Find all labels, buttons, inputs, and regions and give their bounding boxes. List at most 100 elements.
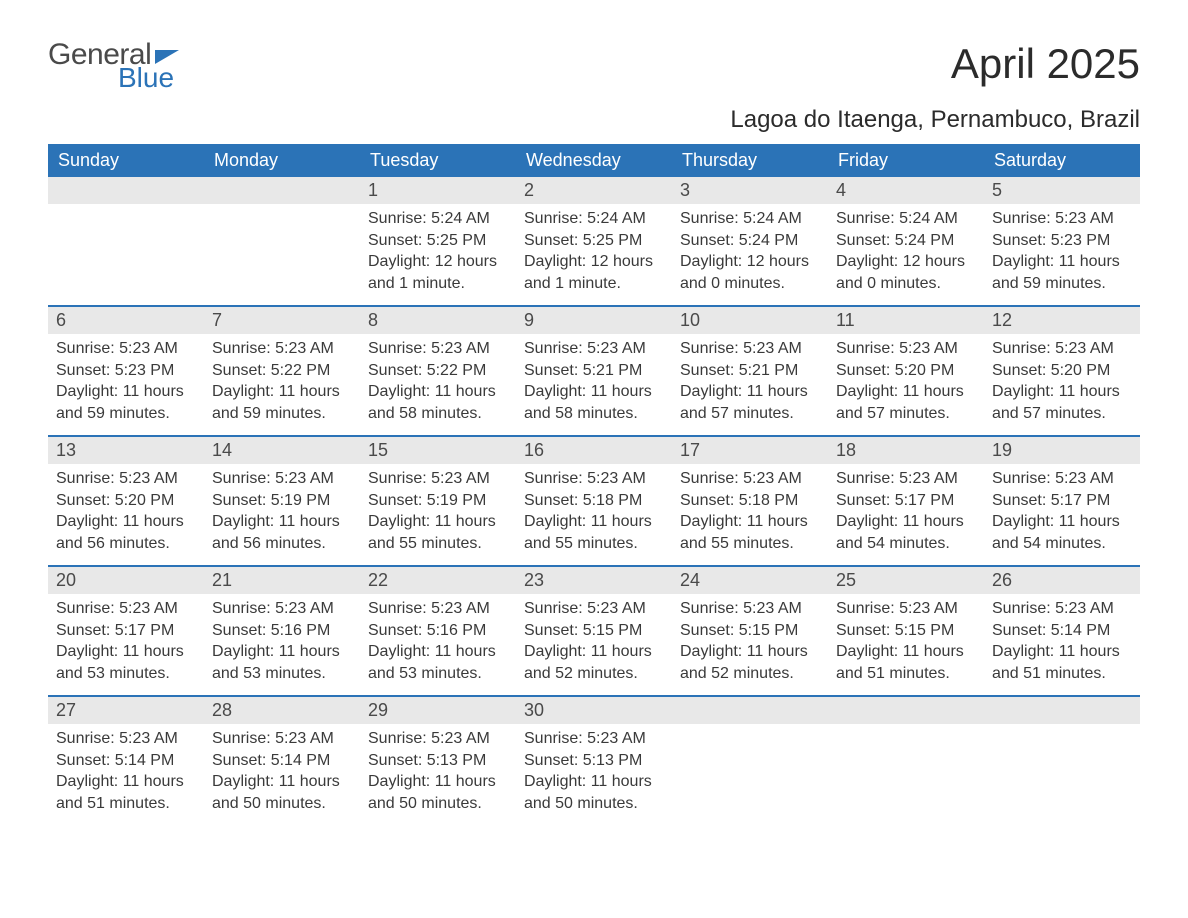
calendar-day-cell: 4Sunrise: 5:24 AMSunset: 5:24 PMDaylight… — [828, 177, 984, 305]
weekday-header: Saturday — [984, 144, 1140, 177]
calendar-week-row: 20Sunrise: 5:23 AMSunset: 5:17 PMDayligh… — [48, 567, 1140, 695]
sunrise-label: Sunrise: — [836, 340, 899, 357]
day-details: Sunrise: 5:23 AMSunset: 5:14 PMDaylight:… — [984, 594, 1140, 694]
day-details: Sunrise: 5:23 AMSunset: 5:17 PMDaylight:… — [48, 594, 204, 694]
sunrise-line: Sunrise: 5:23 AM — [212, 728, 352, 750]
daylight-line: Daylight: 11 hours and 59 minutes. — [56, 381, 196, 424]
sunrise-label: Sunrise: — [680, 210, 743, 227]
daylight-label: Daylight: — [524, 513, 591, 530]
sunset-label: Sunset: — [56, 622, 115, 639]
sunrise-label: Sunrise: — [680, 340, 743, 357]
sunset-line: Sunset: 5:22 PM — [368, 360, 508, 382]
daylight-line: Daylight: 11 hours and 56 minutes. — [212, 511, 352, 554]
day-number: 13 — [48, 437, 204, 464]
sunset-label: Sunset: — [836, 232, 895, 249]
calendar-day-cell — [204, 177, 360, 305]
sunrise-label: Sunrise: — [992, 600, 1055, 617]
sunset-line: Sunset: 5:21 PM — [680, 360, 820, 382]
day-details: Sunrise: 5:23 AMSunset: 5:15 PMDaylight:… — [828, 594, 984, 694]
daylight-line: Daylight: 11 hours and 57 minutes. — [992, 381, 1132, 424]
weekday-header: Monday — [204, 144, 360, 177]
sunset-line: Sunset: 5:18 PM — [680, 490, 820, 512]
sunset-value: 5:13 PM — [583, 752, 643, 769]
day-number: 15 — [360, 437, 516, 464]
day-details: Sunrise: 5:23 AMSunset: 5:22 PMDaylight:… — [360, 334, 516, 434]
sunset-label: Sunset: — [524, 492, 583, 509]
sunrise-line: Sunrise: 5:23 AM — [212, 598, 352, 620]
sunrise-value: 5:24 AM — [431, 210, 490, 227]
sunrise-line: Sunrise: 5:23 AM — [836, 468, 976, 490]
sunset-line: Sunset: 5:24 PM — [680, 230, 820, 252]
header: General Blue April 2025 — [48, 40, 1140, 92]
sunrise-line: Sunrise: 5:23 AM — [992, 468, 1132, 490]
sunrise-value: 5:23 AM — [119, 340, 178, 357]
daylight-line: Daylight: 11 hours and 51 minutes. — [836, 641, 976, 684]
sunrise-line: Sunrise: 5:23 AM — [56, 468, 196, 490]
sunset-label: Sunset: — [680, 232, 739, 249]
sunrise-value: 5:23 AM — [119, 600, 178, 617]
day-number — [48, 177, 204, 204]
sunset-label: Sunset: — [56, 752, 115, 769]
sunrise-label: Sunrise: — [56, 340, 119, 357]
sunset-label: Sunset: — [368, 752, 427, 769]
day-details: Sunrise: 5:23 AMSunset: 5:20 PMDaylight:… — [828, 334, 984, 434]
daylight-label: Daylight: — [368, 643, 435, 660]
daylight-label: Daylight: — [992, 253, 1059, 270]
logo: General Blue — [48, 40, 179, 92]
sunset-value: 5:15 PM — [895, 622, 955, 639]
sunset-label: Sunset: — [992, 362, 1051, 379]
day-details: Sunrise: 5:23 AMSunset: 5:15 PMDaylight:… — [672, 594, 828, 694]
day-details: Sunrise: 5:23 AMSunset: 5:16 PMDaylight:… — [204, 594, 360, 694]
sunset-value: 5:16 PM — [271, 622, 331, 639]
sunrise-label: Sunrise: — [212, 600, 275, 617]
sunset-label: Sunset: — [368, 492, 427, 509]
daylight-label: Daylight: — [680, 513, 747, 530]
day-details: Sunrise: 5:23 AMSunset: 5:14 PMDaylight:… — [48, 724, 204, 824]
day-details: Sunrise: 5:24 AMSunset: 5:25 PMDaylight:… — [516, 204, 672, 304]
sunset-value: 5:14 PM — [1051, 622, 1111, 639]
sunset-value: 5:14 PM — [271, 752, 331, 769]
sunset-value: 5:19 PM — [271, 492, 331, 509]
day-details: Sunrise: 5:24 AM Sunset: 5:24 PMDaylight:… — [672, 204, 828, 304]
daylight-label: Daylight: — [836, 253, 903, 270]
daylight-line: Daylight: 11 hours and 56 minutes. — [56, 511, 196, 554]
sunrise-line: Sunrise: 5:23 AM — [992, 338, 1132, 360]
day-details: Sunrise: 5:23 AMSunset: 5:18 PMDaylight:… — [672, 464, 828, 564]
daylight-line: Daylight: 12 hours and 0 minutes. — [680, 251, 820, 294]
sunrise-label: Sunrise: — [368, 210, 431, 227]
sunrise-label: Sunrise: — [368, 600, 431, 617]
logo-word-blue: Blue — [118, 64, 174, 92]
daylight-label: Daylight: — [56, 513, 123, 530]
daylight-label: Daylight: — [368, 383, 435, 400]
sunset-value: 5:20 PM — [1051, 362, 1111, 379]
sunset-line: Sunset: 5:13 PM — [368, 750, 508, 772]
sunset-line: Sunset: 5:22 PM — [212, 360, 352, 382]
calendar-day-cell: 28Sunrise: 5:23 AMSunset: 5:14 PMDayligh… — [204, 697, 360, 825]
daylight-line: Daylight: 11 hours and 53 minutes. — [368, 641, 508, 684]
sunrise-value: 5:23 AM — [743, 470, 802, 487]
calendar-day-cell: 21Sunrise: 5:23 AMSunset: 5:16 PMDayligh… — [204, 567, 360, 695]
day-details: Sunrise: 5:23 AMSunset: 5:17 PMDaylight:… — [828, 464, 984, 564]
calendar-day-cell: 25Sunrise: 5:23 AMSunset: 5:15 PMDayligh… — [828, 567, 984, 695]
sunset-label: Sunset: — [680, 492, 739, 509]
sunset-line: Sunset: 5:25 PM — [524, 230, 664, 252]
sunrise-value: 5:24 AM — [743, 210, 802, 227]
sunset-value: 5:22 PM — [427, 362, 487, 379]
daylight-line: Daylight: 11 hours and 53 minutes. — [212, 641, 352, 684]
weekday-header-row: SundayMondayTuesdayWednesdayThursdayFrid… — [48, 144, 1140, 177]
sunrise-label: Sunrise: — [836, 210, 899, 227]
sunset-label: Sunset: — [212, 752, 271, 769]
daylight-line: Daylight: 12 hours and 1 minute. — [524, 251, 664, 294]
sunset-line: Sunset: 5:14 PM — [992, 620, 1132, 642]
sunrise-label: Sunrise: — [524, 470, 587, 487]
sunset-label: Sunset: — [524, 752, 583, 769]
sunset-value: 5:14 PM — [115, 752, 175, 769]
sunset-label: Sunset: — [56, 492, 115, 509]
sunset-value: 5:17 PM — [115, 622, 175, 639]
sunrise-line: Sunrise: 5:23 AM — [524, 598, 664, 620]
day-number: 27 — [48, 697, 204, 724]
day-number: 29 — [360, 697, 516, 724]
daylight-line: Daylight: 11 hours and 52 minutes. — [680, 641, 820, 684]
calendar-day-cell: 2Sunrise: 5:24 AMSunset: 5:25 PMDaylight… — [516, 177, 672, 305]
sunset-value: 5:18 PM — [739, 492, 799, 509]
